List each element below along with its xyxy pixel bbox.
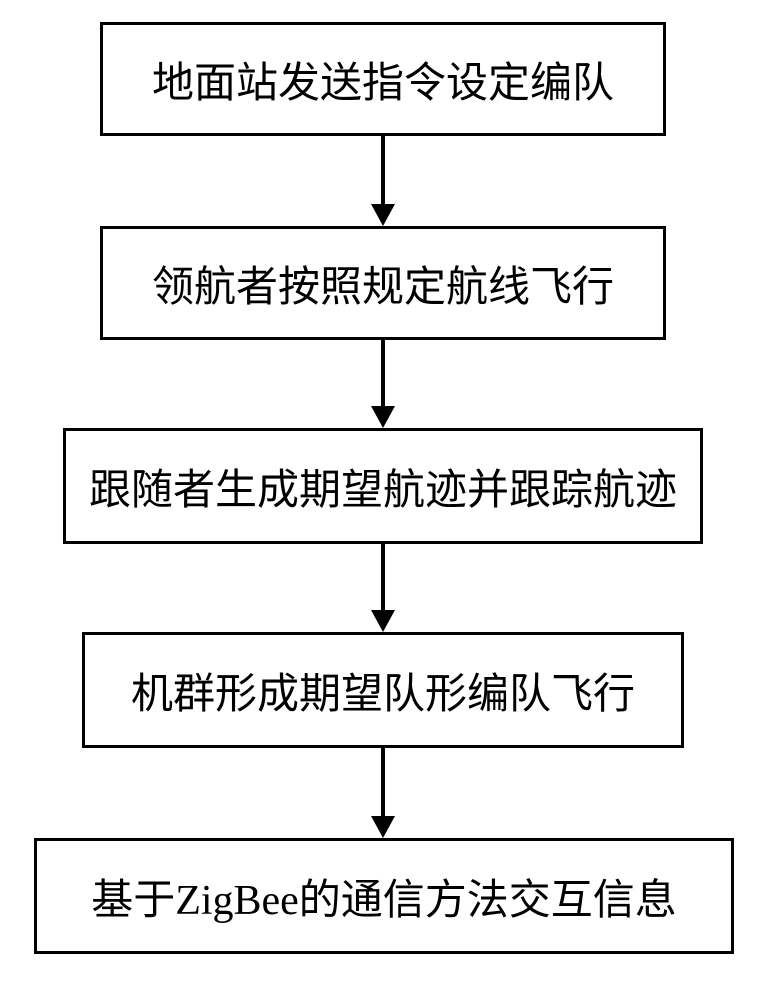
flow-node-2: 领航者按照规定航线飞行 — [100, 226, 666, 340]
arrow-1-line — [381, 136, 385, 204]
flow-node-4-label: 机群形成期望队形编队飞行 — [131, 660, 635, 721]
flow-node-2-label: 领航者按照规定航线飞行 — [152, 253, 614, 314]
arrow-3-head — [371, 610, 395, 632]
flow-node-1: 地面站发送指令设定编队 — [100, 22, 666, 136]
flow-node-5: 基于ZigBee的通信方法交互信息 — [34, 838, 734, 954]
flow-node-1-label: 地面站发送指令设定编队 — [152, 49, 614, 110]
arrow-4-head — [371, 816, 395, 838]
arrow-1-head — [371, 204, 395, 226]
arrow-4-line — [381, 748, 385, 816]
flow-node-3: 跟随者生成期望航迹并跟踪航迹 — [63, 428, 703, 544]
flow-node-3-label: 跟随者生成期望航迹并跟踪航迹 — [89, 456, 677, 517]
flow-node-5-label: 基于ZigBee的通信方法交互信息 — [91, 866, 677, 927]
arrow-2-head — [371, 406, 395, 428]
flow-node-4: 机群形成期望队形编队飞行 — [82, 632, 684, 748]
flowchart-container: 地面站发送指令设定编队 领航者按照规定航线飞行 跟随者生成期望航迹并跟踪航迹 机… — [0, 0, 766, 981]
arrow-3-line — [381, 544, 385, 610]
arrow-2-line — [381, 340, 385, 406]
